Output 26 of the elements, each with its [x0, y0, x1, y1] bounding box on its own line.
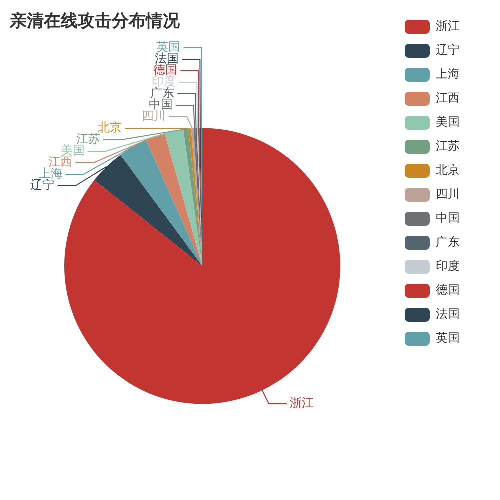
chart-title: 亲清在线攻击分布情况	[9, 12, 181, 32]
legend-label: 英国	[436, 331, 460, 346]
slice-label: 江西	[48, 155, 73, 170]
legend-label: 法国	[436, 307, 460, 322]
legend-label: 四川	[436, 187, 460, 202]
legend-label: 辽宁	[436, 43, 460, 58]
slice-label: 法国	[155, 52, 180, 66]
legend-label: 浙江	[436, 19, 460, 34]
slice-label: 德国	[154, 63, 178, 78]
legend-label: 印度	[436, 259, 460, 274]
slice-label: 江苏	[76, 132, 100, 146]
legend-label: 北京	[436, 163, 460, 178]
slice-label: 辽宁	[30, 178, 55, 192]
slice-label: 美国	[60, 144, 85, 158]
slice-label: 浙江	[290, 396, 314, 410]
legend-label: 广东	[436, 235, 460, 250]
slice-label: 广东	[150, 86, 175, 100]
legend-label: 美国	[436, 115, 460, 130]
legend-label: 江苏	[436, 139, 460, 154]
slice-label: 四川	[142, 109, 166, 124]
legend-label: 中国	[436, 211, 460, 226]
slice-label: 印度	[152, 74, 176, 89]
legend-label: 上海	[436, 67, 460, 82]
slice-label: 北京	[98, 120, 122, 135]
legend-label: 德国	[436, 283, 460, 298]
legend-label: 江西	[436, 91, 460, 106]
